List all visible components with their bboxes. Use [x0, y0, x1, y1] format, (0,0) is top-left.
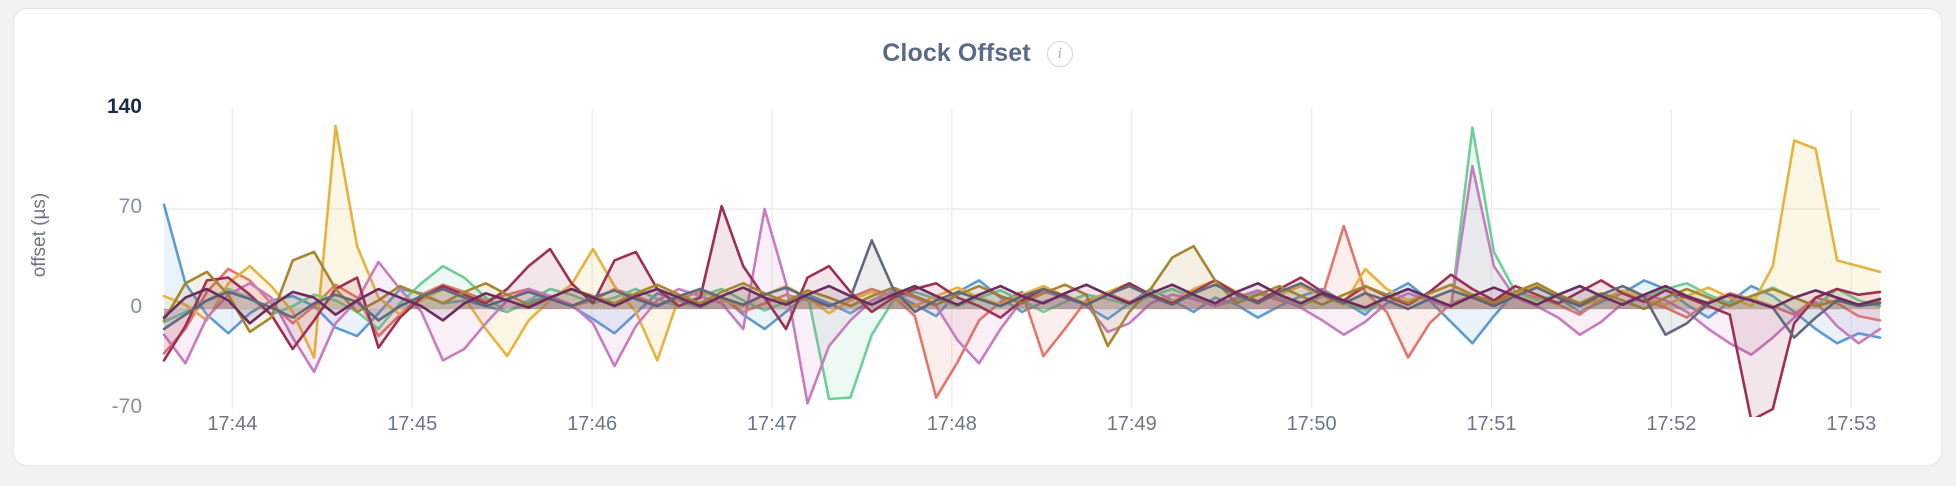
info-icon-glyph: i — [1057, 44, 1062, 62]
series-series-6 — [162, 204, 1882, 417]
gridlines — [164, 109, 1880, 409]
x-axis-tick: 17:50 — [1286, 413, 1337, 435]
series-line — [162, 282, 1882, 325]
page-title: Clock Offset — [882, 39, 1031, 67]
series-series-4 — [162, 124, 1882, 362]
series-series-3 — [162, 126, 1882, 401]
clock-offset-plot — [162, 109, 1882, 417]
y-axis-tick: 0 — [130, 295, 142, 318]
info-icon[interactable]: i — [1046, 40, 1073, 67]
x-axis-tick: 17:47 — [746, 413, 797, 435]
x-axis-tick: 17:48 — [926, 413, 977, 435]
y-axis-tick: 140 — [106, 95, 142, 118]
series-line — [162, 224, 1882, 399]
series-area — [164, 126, 1880, 361]
x-axis-tick: 17:53 — [1826, 413, 1877, 435]
chart-area: offset (µs) 140 70 0 -70 17:44 17:45 17:46 17:… — [14, 9, 1943, 467]
clock-offset-card: Clock Offset i offset (µs) 140 70 0 -70 17:… — [13, 8, 1942, 466]
y-axis-tick: 70 — [118, 195, 142, 218]
x-axis-tick: 17:45 — [387, 413, 438, 435]
series-area — [164, 127, 1880, 399]
series-series-1 — [162, 203, 1882, 345]
x-axis-tick: 17:46 — [567, 413, 618, 435]
series-group — [162, 124, 1882, 417]
series-series-7 — [162, 244, 1882, 348]
x-axis-tick: 17:51 — [1466, 413, 1517, 435]
series-line — [162, 126, 1882, 401]
x-axis-tick: 17:52 — [1646, 413, 1697, 435]
series-line — [162, 204, 1882, 417]
y-axis-tick: -70 — [111, 395, 142, 418]
series-series-2 — [162, 224, 1882, 399]
series-area — [164, 204, 1880, 344]
x-axis-tick: 17:49 — [1106, 413, 1157, 435]
series-line — [162, 203, 1882, 345]
x-axis-tick: 17:44 — [207, 413, 258, 435]
series-line — [162, 124, 1882, 362]
series-area — [164, 283, 1880, 324]
series-series-9 — [162, 282, 1882, 325]
series-line — [162, 244, 1882, 348]
card-header: Clock Offset i — [14, 39, 1941, 68]
